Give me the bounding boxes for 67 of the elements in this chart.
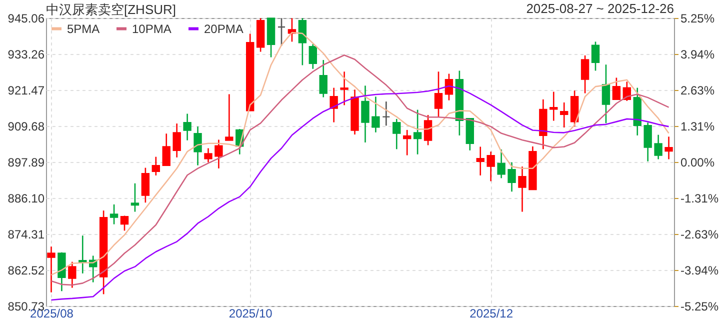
candlestick bbox=[518, 166, 526, 212]
y2-tick-label: -2.63% bbox=[680, 228, 719, 242]
candlestick bbox=[194, 126, 202, 166]
candlestick bbox=[508, 162, 516, 192]
candlestick bbox=[392, 118, 401, 150]
y2-tick-label: -5.25% bbox=[680, 300, 719, 314]
candlestick bbox=[183, 113, 192, 141]
y-tick-label: 909.68 bbox=[8, 120, 45, 134]
candlestick bbox=[591, 41, 600, 72]
candlestick bbox=[434, 70, 443, 118]
y2-tick-label: 3.94% bbox=[680, 47, 715, 62]
candlestick bbox=[550, 91, 558, 122]
candlestick bbox=[162, 132, 170, 166]
y2-tick-label: 5.25% bbox=[680, 12, 715, 26]
legend-label: 5PMA bbox=[67, 22, 100, 36]
y-tick-label: 862.52 bbox=[8, 264, 45, 278]
candlestick bbox=[560, 102, 568, 128]
candlestick bbox=[382, 100, 390, 126]
chart-subtitle: 2025-08-27 ~ 2025-12-26 bbox=[526, 1, 674, 16]
x-tick-label: 2025/12 bbox=[470, 306, 514, 320]
x-tick-label: 2025/10 bbox=[228, 306, 273, 320]
candlestick bbox=[654, 134, 662, 160]
y2-tick-label: 0.00% bbox=[680, 156, 715, 170]
candlestick bbox=[580, 54, 590, 94]
candlestick bbox=[47, 246, 56, 294]
candlestick bbox=[361, 85, 370, 144]
candlestick bbox=[204, 148, 212, 163]
y-tick-label: 945.06 bbox=[8, 12, 45, 26]
candlestick bbox=[444, 73, 454, 101]
candlestick bbox=[319, 59, 328, 98]
candlestick bbox=[308, 43, 317, 70]
y2-tick-label: 1.31% bbox=[680, 120, 715, 134]
candlestick bbox=[298, 18, 307, 66]
candlestick bbox=[120, 215, 129, 232]
candlestick bbox=[110, 204, 118, 225]
candlestick bbox=[497, 148, 506, 179]
candlestick bbox=[130, 182, 140, 212]
y2-tick-label: 2.63% bbox=[680, 83, 715, 98]
chart-title: 中汉尿素卖空[ZHSUR] bbox=[46, 1, 176, 19]
candlestick bbox=[476, 146, 484, 176]
y-tick-label: 933.26 bbox=[8, 48, 45, 62]
y-tick-label: 921.47 bbox=[8, 84, 45, 98]
candlestick bbox=[602, 64, 610, 124]
candlestick bbox=[330, 87, 338, 123]
legend-label: 20PMA bbox=[204, 22, 244, 36]
y2-tick-label: -1.31% bbox=[680, 191, 719, 206]
candlestick bbox=[340, 70, 348, 106]
candlestick bbox=[277, 18, 286, 47]
candlestick bbox=[214, 139, 223, 170]
candlestick bbox=[225, 94, 234, 141]
candlestick bbox=[424, 114, 432, 146]
y-tick-label: 874.31 bbox=[8, 228, 45, 242]
candlestick bbox=[152, 156, 160, 176]
candlestick bbox=[644, 122, 652, 162]
candlestick bbox=[172, 122, 181, 158]
candlestick bbox=[664, 136, 673, 160]
candlestick bbox=[141, 167, 150, 204]
candlestick bbox=[372, 96, 380, 134]
candlestick bbox=[413, 109, 422, 155]
candlestick bbox=[403, 129, 412, 156]
legend-label: 10PMA bbox=[132, 22, 172, 36]
candlestick bbox=[612, 77, 621, 100]
y-tick-label: 897.89 bbox=[8, 156, 45, 170]
candlestick bbox=[486, 150, 495, 182]
y2-tick-label: -3.94% bbox=[680, 264, 719, 278]
candlestick bbox=[68, 261, 76, 288]
y-tick-label: 886.10 bbox=[8, 192, 45, 206]
